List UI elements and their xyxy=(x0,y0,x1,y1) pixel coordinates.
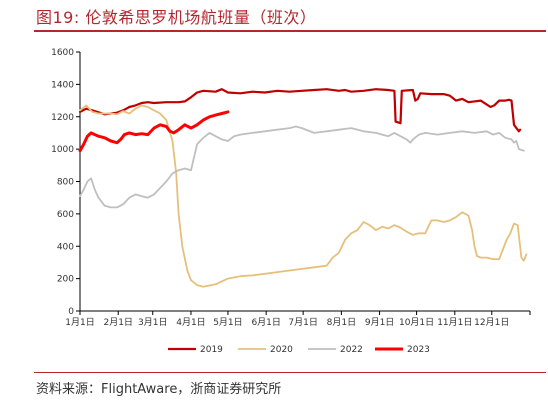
x-tick-label: 10月1日 xyxy=(399,317,434,328)
line-chart: 0 200 400 600 800 1000 1200 1400 1600 1月1日 2月1日 3月1… xyxy=(51,48,531,355)
x-tick-label: 6月1日 xyxy=(251,317,280,328)
x-tick-label: 7月1日 xyxy=(288,317,317,328)
x-tick-label: 3月1日 xyxy=(138,317,167,328)
legend-label-2019: 2019 xyxy=(200,345,223,355)
source-divider xyxy=(34,372,546,373)
series-line-2022 xyxy=(79,125,525,209)
series-line-2020 xyxy=(79,104,528,288)
figure-title: 图19: 伦敦希思罗机场航班量（班次） xyxy=(36,8,317,27)
y-tick-label: 0 xyxy=(68,307,74,317)
y-tick-label: 200 xyxy=(57,275,74,285)
chart-legend: 2019 2020 2022 2023 xyxy=(168,345,430,355)
series-line-2019 xyxy=(78,88,522,133)
chart-series-group xyxy=(78,88,528,288)
y-tick-label: 400 xyxy=(57,242,74,252)
y-tick-label: 1600 xyxy=(51,48,74,58)
y-tick-label: 600 xyxy=(57,210,74,220)
x-tick-label: 2月1日 xyxy=(103,317,132,328)
x-tick-label: 5月1日 xyxy=(213,317,242,328)
x-tick-label: 4月1日 xyxy=(176,317,205,328)
y-tick-label: 1200 xyxy=(51,113,74,123)
x-tick-label: 12月1日 xyxy=(474,317,509,328)
legend-label-2022: 2022 xyxy=(340,345,363,355)
series-line-2023 xyxy=(78,110,230,153)
legend-label-2020: 2020 xyxy=(270,345,293,355)
x-tick-label: 11月1日 xyxy=(437,317,472,328)
title-divider xyxy=(34,30,546,32)
y-tick-label: 1000 xyxy=(51,145,74,155)
x-tick-label: 1月1日 xyxy=(65,317,94,328)
chart-axes: 0 200 400 600 800 1000 1200 1400 1600 1月1日 2月1日 3月1… xyxy=(51,48,531,328)
legend-label-2023: 2023 xyxy=(407,345,430,355)
source-note: 资料来源：FlightAware，浙商证券研究所 xyxy=(36,382,282,397)
y-tick-label: 1400 xyxy=(51,80,74,90)
x-tick-label: 8月1日 xyxy=(327,317,356,328)
x-tick-label: 9月1日 xyxy=(365,317,394,328)
y-tick-label: 800 xyxy=(57,178,74,188)
